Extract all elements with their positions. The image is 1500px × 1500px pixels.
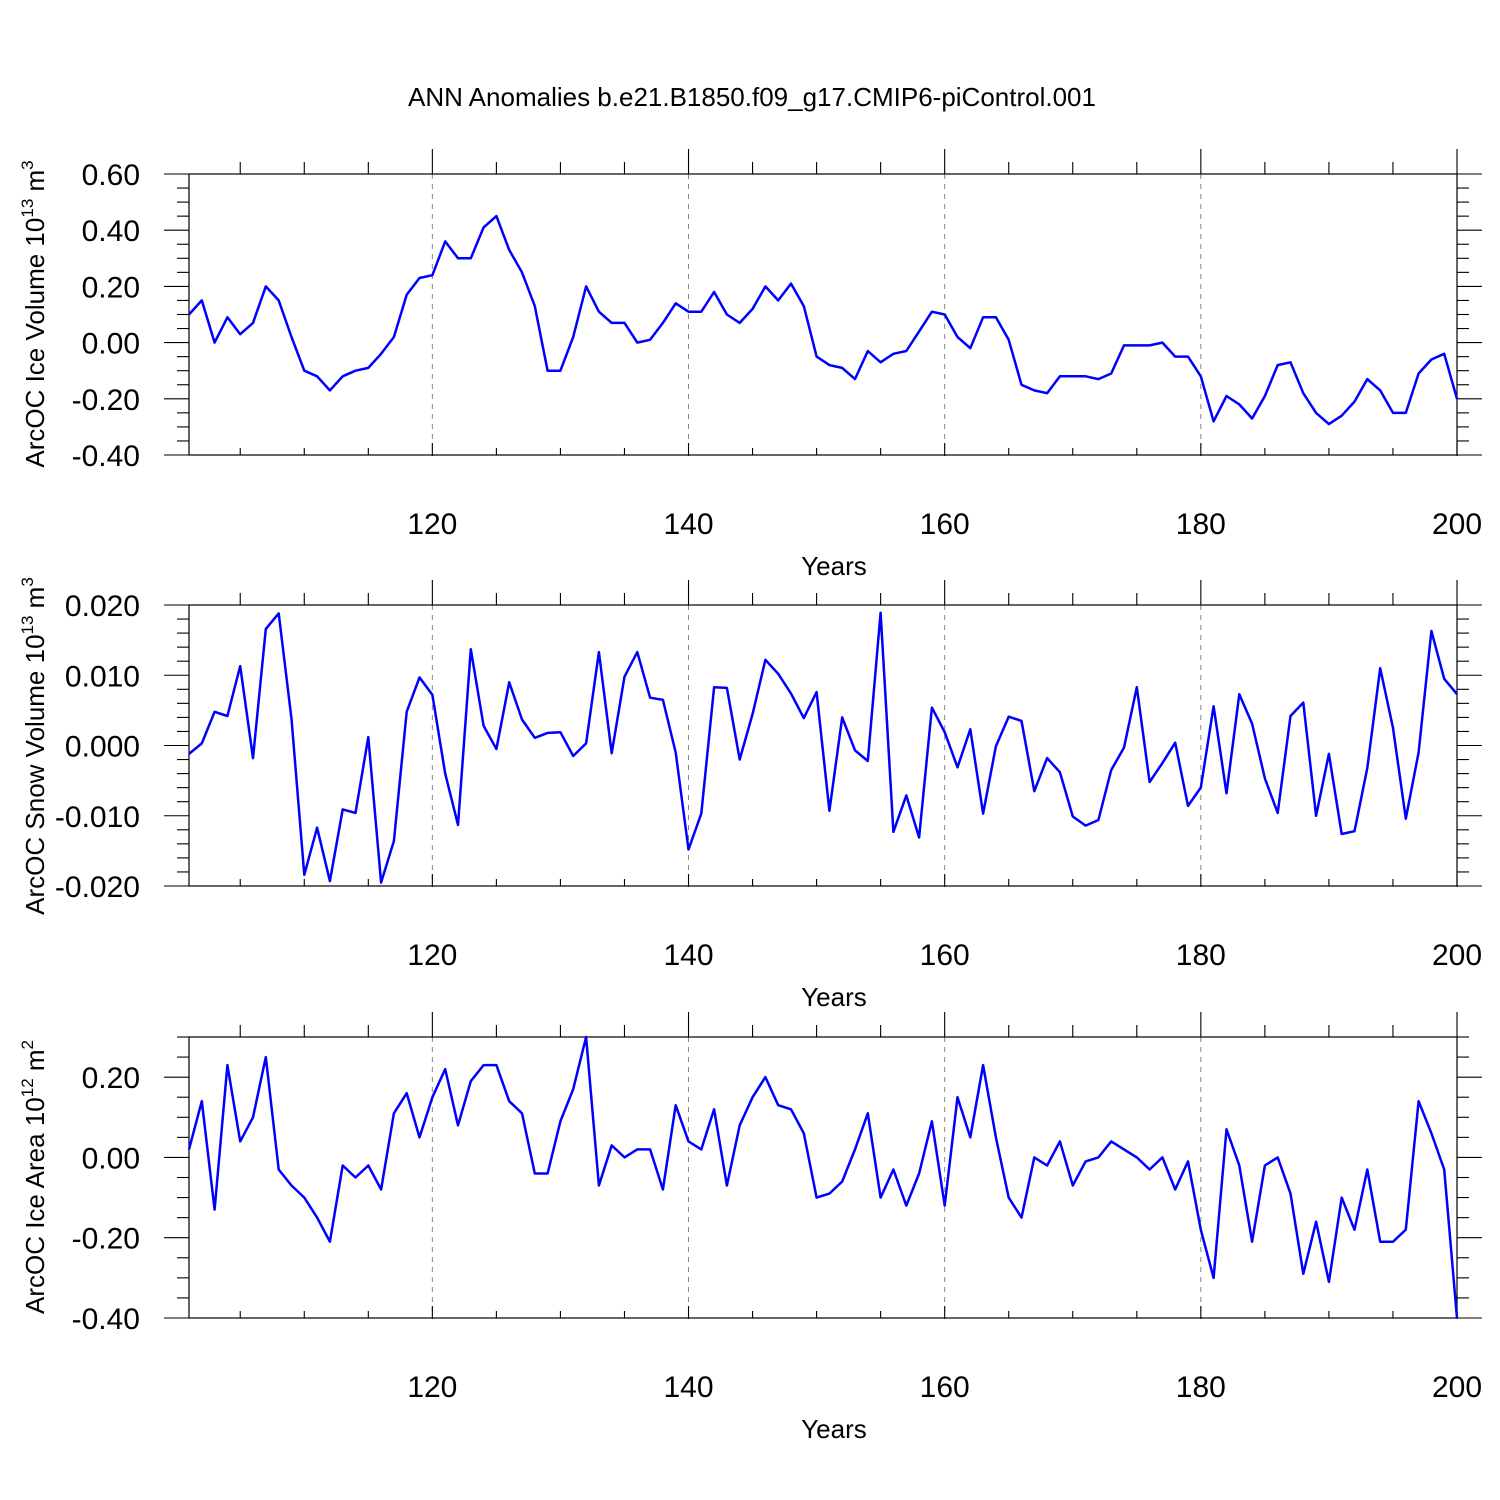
y-axis-label: ArcOC Snow Volume 1013 m3 xyxy=(18,577,50,915)
y-tick-label: 0.020 xyxy=(65,590,140,623)
y-tick-label: 0.20 xyxy=(82,1062,140,1095)
x-tick-label: 180 xyxy=(1176,1371,1226,1404)
x-tick-label: 120 xyxy=(407,939,457,972)
series-line xyxy=(187,1035,1459,1319)
y-axis-label: ArcOC Ice Volume 1013 m3 xyxy=(18,160,50,467)
x-tick-label: 180 xyxy=(1176,939,1226,972)
x-tick-label: 140 xyxy=(663,508,713,541)
x-axis-label: Years xyxy=(801,982,867,1012)
x-tick-label: 200 xyxy=(1432,939,1482,972)
panel-snow-volume: 120 140 160 180 200 Years -0.020 -0.010 0.000 0.0… xyxy=(18,577,1482,1012)
y-axis-label: ArcOC Ice Area 1012 m2 xyxy=(18,1040,50,1314)
y-tick-label: 0.00 xyxy=(82,328,140,361)
x-tick-label: 160 xyxy=(920,508,970,541)
x-tick-label: 200 xyxy=(1432,1371,1482,1404)
y-tick-label: -0.40 xyxy=(72,1303,140,1336)
x-axis-label: Years xyxy=(801,1414,867,1444)
y-tick-label: -0.20 xyxy=(72,1223,140,1256)
x-tick-label: 180 xyxy=(1176,508,1226,541)
y-tick-label: 0.40 xyxy=(82,215,140,248)
y-tick-label: -0.010 xyxy=(55,801,140,834)
y-tick-label: 0.00 xyxy=(82,1142,140,1175)
x-axis-label: Years xyxy=(801,551,867,581)
y-tick-label: -0.40 xyxy=(72,440,140,473)
plot-frame xyxy=(188,173,1458,456)
y-tick-label: -0.20 xyxy=(72,384,140,417)
x-tick-label: 120 xyxy=(407,1371,457,1404)
y-tick-label: 0.60 xyxy=(82,159,140,192)
x-tick-label: 140 xyxy=(663,1371,713,1404)
x-tick-label: 160 xyxy=(920,939,970,972)
y-tick-label: 0.000 xyxy=(65,731,140,764)
x-tick-label: 140 xyxy=(663,939,713,972)
y-tick-label: 0.010 xyxy=(65,660,140,693)
series-line xyxy=(188,214,1459,426)
panel-ice-volume: 120 140 160 180 200 Years -0.40 -0.20 0.00 0.20 0.… xyxy=(18,149,1482,581)
x-tick-label: 120 xyxy=(407,508,457,541)
plot-frame xyxy=(188,1036,1458,1319)
y-tick-label: -0.020 xyxy=(55,871,140,904)
x-tick-label: 160 xyxy=(920,1371,970,1404)
series-line xyxy=(188,611,1458,884)
panel-ice-area: 120 140 160 180 200 Years -0.40 -0.20 0.00 0.20 Ar… xyxy=(18,1012,1482,1444)
x-tick-label: 200 xyxy=(1432,508,1482,541)
y-tick-label: 0.20 xyxy=(82,271,140,304)
figure-title: ANN Anomalies b.e21.B1850.f09_g17.CMIP6-… xyxy=(408,82,1096,112)
